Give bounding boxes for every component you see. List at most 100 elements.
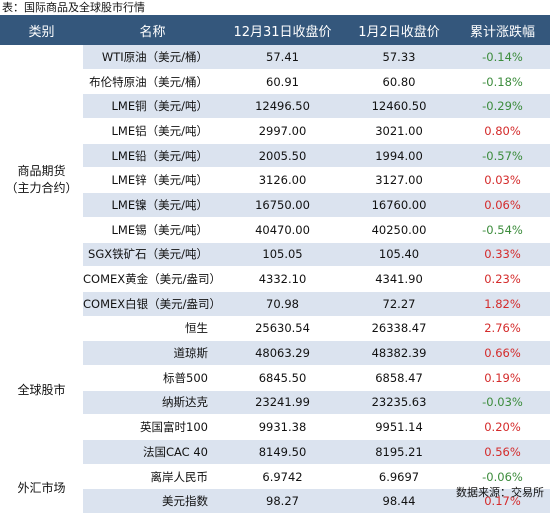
change-cell: -0.57%	[455, 143, 550, 169]
name-cell: 纳斯达克	[83, 390, 222, 416]
header-name: 名称	[83, 15, 222, 45]
name-cell: 恒生	[83, 316, 222, 342]
table-row: COMEX白银（美元/盎司） 70.98 72.27 1.82%	[0, 291, 550, 317]
change-cell: -0.29%	[455, 93, 550, 120]
dec31-close-cell: 16750.00	[222, 192, 343, 218]
table-caption: 表：国际商品及全球股市行情	[2, 1, 145, 14]
change-cell: -0.54%	[455, 217, 550, 243]
table-row: 标普500 6845.50 6858.47 0.19%	[0, 365, 550, 391]
table-row: LME铝（美元/吨） 2997.00 3021.00 0.80%	[0, 118, 550, 144]
market-table: 类别 名称 12月31日收盘价 1月2日收盘价 累计涨跌幅 商品期货 （主力合约）…	[0, 15, 550, 514]
jan2-close-cell: 1994.00	[343, 143, 455, 169]
dec31-close-cell: 6845.50	[222, 365, 343, 391]
name-cell: 法国CAC 40	[83, 439, 222, 465]
table-row: 道琼斯 48063.29 48382.39 0.66%	[0, 340, 550, 366]
name-cell: 英国富时100	[83, 414, 222, 440]
name-cell: 标普500	[83, 365, 222, 391]
change-cell: 1.82%	[455, 291, 550, 317]
name-cell: LME铝（美元/吨）	[83, 118, 222, 144]
name-cell: 美元指数	[83, 488, 222, 514]
header-dec31-close: 12月31日收盘价	[222, 15, 343, 45]
dec31-close-cell: 57.41	[222, 45, 343, 70]
table-row: 全球股市 恒生 25630.54 26338.47 2.76%	[0, 316, 550, 465]
category-cell: 全球股市	[0, 316, 83, 465]
jan2-close-cell: 105.40	[343, 242, 455, 268]
jan2-close-cell: 9951.14	[343, 414, 455, 440]
jan2-close-cell: 3021.00	[343, 118, 455, 144]
dec31-close-cell: 4332.10	[222, 266, 343, 292]
change-cell: 0.80%	[455, 118, 550, 144]
table-row: LME锡（美元/吨） 40470.00 40250.00 -0.54%	[0, 217, 550, 243]
name-cell: WTI原油（美元/桶）	[83, 45, 222, 70]
jan2-close-cell: 57.33	[343, 45, 455, 70]
jan2-close-cell: 26338.47	[343, 316, 455, 342]
change-cell: 0.33%	[455, 242, 550, 268]
name-cell: SGX铁矿石（美元/吨）	[83, 242, 222, 268]
change-cell: -0.03%	[455, 390, 550, 416]
change-cell: 0.56%	[455, 439, 550, 465]
change-cell: 2.76%	[455, 316, 550, 342]
name-cell: COMEX白银（美元/盎司）	[83, 291, 222, 317]
jan2-close-cell: 72.27	[343, 291, 455, 317]
table-row: SGX铁矿石（美元/吨） 105.05 105.40 0.33%	[0, 242, 550, 268]
name-cell: 离岸人民币	[83, 464, 222, 490]
table-body: 商品期货 （主力合约） WTI原油（美元/桶） 57.41 57.33 -0.14% 布伦特…	[0, 45, 550, 514]
name-cell: LME铜（美元/吨）	[83, 93, 222, 120]
table-row: 英国富时100 9931.38 9951.14 0.20%	[0, 414, 550, 440]
table-row: LME铜（美元/吨） 12496.50 12460.50 -0.29%	[0, 93, 550, 120]
header-jan2-close: 1月2日收盘价	[343, 15, 455, 45]
jan2-close-cell: 16760.00	[343, 192, 455, 218]
header-row: 类别 名称 12月31日收盘价 1月2日收盘价 累计涨跌幅	[0, 15, 550, 45]
name-cell: LME铅（美元/吨）	[83, 143, 222, 169]
category-label: 外汇市场	[17, 481, 66, 496]
dec31-close-cell: 3126.00	[222, 167, 343, 194]
dec31-close-cell: 2997.00	[222, 118, 343, 144]
jan2-close-cell: 40250.00	[343, 217, 455, 243]
name-cell: LME镍（美元/吨）	[83, 192, 222, 218]
jan2-close-cell: 6858.47	[343, 365, 455, 391]
dec31-close-cell: 9931.38	[222, 414, 343, 440]
category-label: 商品期货	[17, 164, 66, 179]
dec31-close-cell: 60.91	[222, 69, 343, 95]
jan2-close-cell: 98.44	[343, 488, 455, 514]
change-cell: 0.66%	[455, 340, 550, 366]
dec31-close-cell: 2005.50	[222, 143, 343, 169]
jan2-close-cell: 8195.21	[343, 439, 455, 465]
jan2-close-cell: 6.9697	[343, 464, 455, 490]
change-cell: 0.20%	[455, 414, 550, 440]
dec31-close-cell: 40470.00	[222, 217, 343, 243]
dec31-close-cell: 105.05	[222, 242, 343, 268]
change-cell: 0.23%	[455, 266, 550, 292]
table-row: 纳斯达克 23241.99 23235.63 -0.03%	[0, 390, 550, 416]
jan2-close-cell: 3127.00	[343, 167, 455, 194]
table-row: LME镍（美元/吨） 16750.00 16760.00 0.06%	[0, 192, 550, 218]
table-row: LME锌（美元/吨） 3126.00 3127.00 0.03%	[0, 167, 550, 194]
dec31-close-cell: 70.98	[222, 291, 343, 317]
category-cell: 外汇市场	[0, 464, 83, 514]
dec31-close-cell: 23241.99	[222, 390, 343, 416]
dec31-close-cell: 12496.50	[222, 93, 343, 120]
dec31-close-cell: 98.27	[222, 488, 343, 514]
header-cumulative-change: 累计涨跌幅	[455, 15, 550, 45]
dec31-close-cell: 25630.54	[222, 316, 343, 342]
change-cell: -0.18%	[455, 69, 550, 95]
jan2-close-cell: 48382.39	[343, 340, 455, 366]
category-label: 全球股市	[17, 382, 66, 397]
table-row: COMEX黄金（美元/盎司） 4332.10 4341.90 0.23%	[0, 266, 550, 292]
table-row: 布伦特原油（美元/桶） 60.91 60.80 -0.18%	[0, 69, 550, 95]
table-row: LME铅（美元/吨） 2005.50 1994.00 -0.57%	[0, 143, 550, 169]
jan2-close-cell: 23235.63	[343, 390, 455, 416]
dec31-close-cell: 6.9742	[222, 464, 343, 490]
name-cell: LME锌（美元/吨）	[83, 167, 222, 194]
table-row: 法国CAC 40 8149.50 8195.21 0.56%	[0, 439, 550, 465]
category-cell: 商品期货 （主力合约）	[0, 45, 83, 317]
dec31-close-cell: 48063.29	[222, 340, 343, 366]
name-cell: LME锡（美元/吨）	[83, 217, 222, 243]
table-row: 商品期货 （主力合约） WTI原油（美元/桶） 57.41 57.33 -0.14%	[0, 45, 550, 317]
change-cell: -0.06%	[455, 464, 550, 490]
name-cell: 道琼斯	[83, 340, 222, 366]
jan2-close-cell: 60.80	[343, 69, 455, 95]
change-cell: 0.03%	[455, 167, 550, 194]
change-cell: -0.14%	[455, 45, 550, 70]
jan2-close-cell: 4341.90	[343, 266, 455, 292]
